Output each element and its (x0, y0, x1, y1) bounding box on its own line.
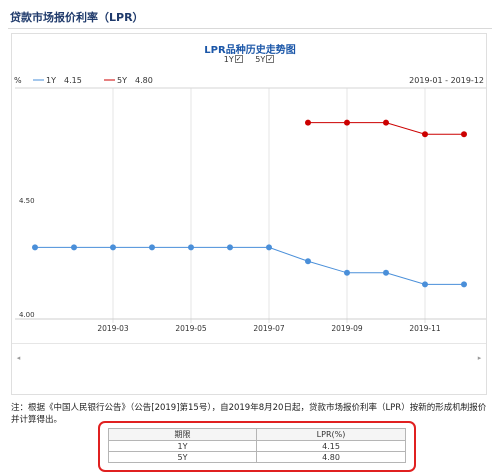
table-cell-rate: 4.80 (256, 451, 406, 463)
data-point-1y[interactable] (110, 244, 116, 251)
data-point-1y[interactable] (383, 269, 389, 276)
lpr-table: 期限 LPR(%) 1Y 4.15 5Y 4.80 (108, 428, 406, 463)
series-lines (35, 122, 464, 285)
chart-scroll-area[interactable]: ◂ ▸ (12, 343, 486, 393)
table-row: 1Y 4.15 (108, 440, 406, 452)
series-points (32, 119, 467, 288)
data-point-1y[interactable] (344, 269, 350, 276)
series-toggle-group: 1Y ✓ 5Y ✓ (0, 54, 500, 64)
series-toggle-1y[interactable]: 1Y ✓ (223, 54, 248, 64)
y-tick-label-4-00: 4.00 (19, 311, 35, 319)
chart-grid (112, 88, 426, 323)
footnote: 注：根据《中国人民银行公告》（公告[2019]第15号），自2019年8月20日… (11, 403, 487, 425)
table-cell-term: 5Y (108, 451, 257, 463)
data-point-1y[interactable] (266, 244, 272, 251)
legend-1y-value: 4.15 (64, 76, 82, 85)
legend: 1Y 4.15 5Y 4.80 (33, 76, 153, 85)
data-point-5y[interactable] (461, 131, 467, 138)
checkbox-checked-icon[interactable]: ✓ (266, 54, 275, 63)
x-axis-tick-labels: 2019-03 2019-05 2019-07 2019-09 2019-11 (97, 324, 441, 333)
series-toggle-5y-label: 5Y (255, 55, 266, 64)
x-tick-label: 2019-11 (409, 324, 441, 333)
data-point-5y[interactable] (422, 131, 428, 138)
legend-5y-value: 4.80 (135, 76, 153, 85)
title-divider (8, 28, 492, 29)
y-axis-unit: % (14, 76, 22, 85)
checkbox-checked-icon[interactable]: ✓ (234, 54, 243, 63)
data-point-1y[interactable] (149, 244, 155, 251)
data-point-1y[interactable] (461, 281, 467, 288)
data-point-1y[interactable] (32, 244, 38, 251)
data-point-5y[interactable] (383, 119, 389, 126)
x-tick-label: 2019-05 (175, 324, 207, 333)
legend-5y-name: 5Y (117, 76, 127, 85)
date-range-label: 2019-01 - 2019-12 (409, 76, 484, 85)
series-toggle-1y-label: 1Y (223, 55, 234, 64)
y-tick-label-4-50: 4.50 (19, 197, 35, 205)
data-point-5y[interactable] (305, 119, 311, 126)
page-title: 贷款市场报价利率（LPR） (10, 11, 144, 24)
data-point-1y[interactable] (227, 244, 233, 251)
data-point-1y[interactable] (305, 258, 311, 265)
lpr-line-chart: % 1Y 4.15 5Y 4.80 2019-01 - 2019-12 4.50… (14, 76, 486, 333)
data-point-1y[interactable] (188, 244, 194, 251)
table-row: 5Y 4.80 (108, 451, 406, 463)
scroll-left-icon[interactable]: ◂ (16, 354, 21, 362)
table-highlight-box (98, 421, 416, 472)
legend-1y-name: 1Y (46, 76, 56, 85)
scroll-right-icon[interactable]: ▸ (477, 354, 482, 362)
x-tick-label: 2019-07 (253, 324, 285, 333)
series-toggle-5y[interactable]: 5Y ✓ (255, 54, 276, 64)
data-point-1y[interactable] (422, 281, 428, 288)
data-point-1y[interactable] (71, 244, 77, 251)
data-point-5y[interactable] (344, 119, 350, 126)
series-line-1y (35, 246, 464, 285)
chart-panel (11, 33, 487, 395)
x-tick-label: 2019-03 (97, 324, 129, 333)
chart-title: LPR品种历史走势图 (204, 45, 296, 56)
x-tick-label: 2019-09 (331, 324, 363, 333)
